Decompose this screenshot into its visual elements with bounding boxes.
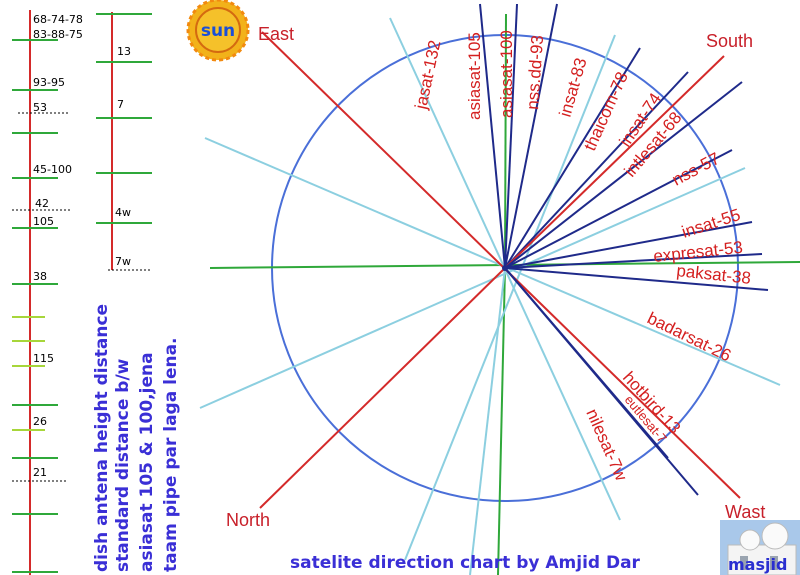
ladder-left-label: 68-74-78: [33, 13, 83, 26]
satellite-ray: [504, 3, 518, 269]
sun-icon: sun: [186, 0, 250, 62]
satellite-ray: [504, 149, 733, 269]
reference-line: [404, 34, 616, 561]
ladder-right-label: 7w: [115, 255, 131, 268]
satellite-label: asiasat-100: [497, 30, 516, 118]
masjid-wall: [727, 544, 797, 575]
chart-hub: [502, 265, 508, 271]
ladder-left-label: 83-88-75: [33, 28, 83, 41]
satellite-ray: [504, 267, 699, 496]
ladder-right-label: 4w: [115, 206, 131, 219]
compass-north-label: North: [226, 510, 270, 530]
ladder-left-label: 45-100: [33, 163, 72, 176]
masjid-label: masjid: [728, 555, 787, 574]
satellite-label: nilesat-7w: [582, 406, 631, 484]
ladder-left-label: 115: [33, 352, 54, 365]
satellite-ray: [479, 3, 506, 269]
ladder-left-label: 93-95: [33, 76, 65, 89]
masjid-door: [770, 556, 778, 570]
east-west-line: [261, 31, 741, 499]
masjid-dome: [739, 529, 761, 551]
satellite-ray: [504, 267, 769, 291]
compass-south-label: South: [706, 31, 753, 51]
side-note-line: standard distance b/w: [113, 358, 133, 572]
satellite-rays: [479, 3, 769, 496]
satellite-label: nss-57: [669, 149, 723, 190]
satellite-ray: [504, 71, 689, 269]
side-note-line: taam pipe par laga lena.: [161, 337, 181, 572]
satellite-ray: [504, 47, 641, 269]
reference-lines: [199, 17, 781, 575]
ladder-left-label: 21: [33, 466, 47, 479]
satellite-ray: [504, 221, 753, 269]
satellite-labels: jasat-132 asiasat-105 asiasat-100 nss.dd…: [411, 30, 752, 484]
ladder-left-label: 38: [33, 270, 47, 283]
satellite-ray: [504, 81, 743, 269]
reference-line: [204, 137, 781, 386]
ladder-left-label: 53: [33, 101, 47, 114]
axis-line: [504, 13, 507, 269]
ladder-left-label: 42: [35, 197, 49, 210]
reference-line: [199, 167, 746, 409]
chart-footer: satelite direction chart by Amjid Dar: [290, 553, 641, 573]
ladder-left-label: 26: [33, 415, 47, 428]
ladder-right-label: 7: [117, 98, 124, 111]
satellite-label: nss.dd-93: [523, 34, 547, 110]
sun-label: sun: [201, 21, 235, 41]
satellite-label: insat-55: [679, 205, 742, 242]
height-ladder-left: 68-74-78 83-88-75 93-95 53 45-100 42 105…: [12, 10, 83, 575]
ladder-right-label: 13: [117, 45, 131, 58]
compass-east-label: East: [258, 24, 294, 44]
height-ladder-right: 13 7 4w 7w: [96, 12, 152, 271]
masjid-dome: [761, 522, 789, 550]
satellite-ray: [504, 3, 558, 269]
reference-line: [469, 267, 506, 575]
satellite-ray: [504, 253, 763, 269]
sun-disc: [195, 7, 241, 53]
satellite-label: asiasat-105: [465, 32, 484, 120]
satellite-ray: [504, 55, 725, 269]
north-line: [259, 267, 506, 509]
masjid-door: [740, 556, 748, 570]
compass-west-label: Wast: [725, 502, 765, 522]
side-note: dish antena height distance standard dis…: [92, 304, 181, 572]
satellite-label: badarsat-26: [644, 309, 734, 366]
side-note-line: asiasat 105 & 100,jena: [137, 352, 157, 572]
masjid-image: masjid: [720, 520, 800, 575]
side-note-line: dish antena height distance: [92, 304, 112, 572]
ladder-left-label: 105: [33, 215, 54, 228]
axis-line: [497, 267, 506, 575]
